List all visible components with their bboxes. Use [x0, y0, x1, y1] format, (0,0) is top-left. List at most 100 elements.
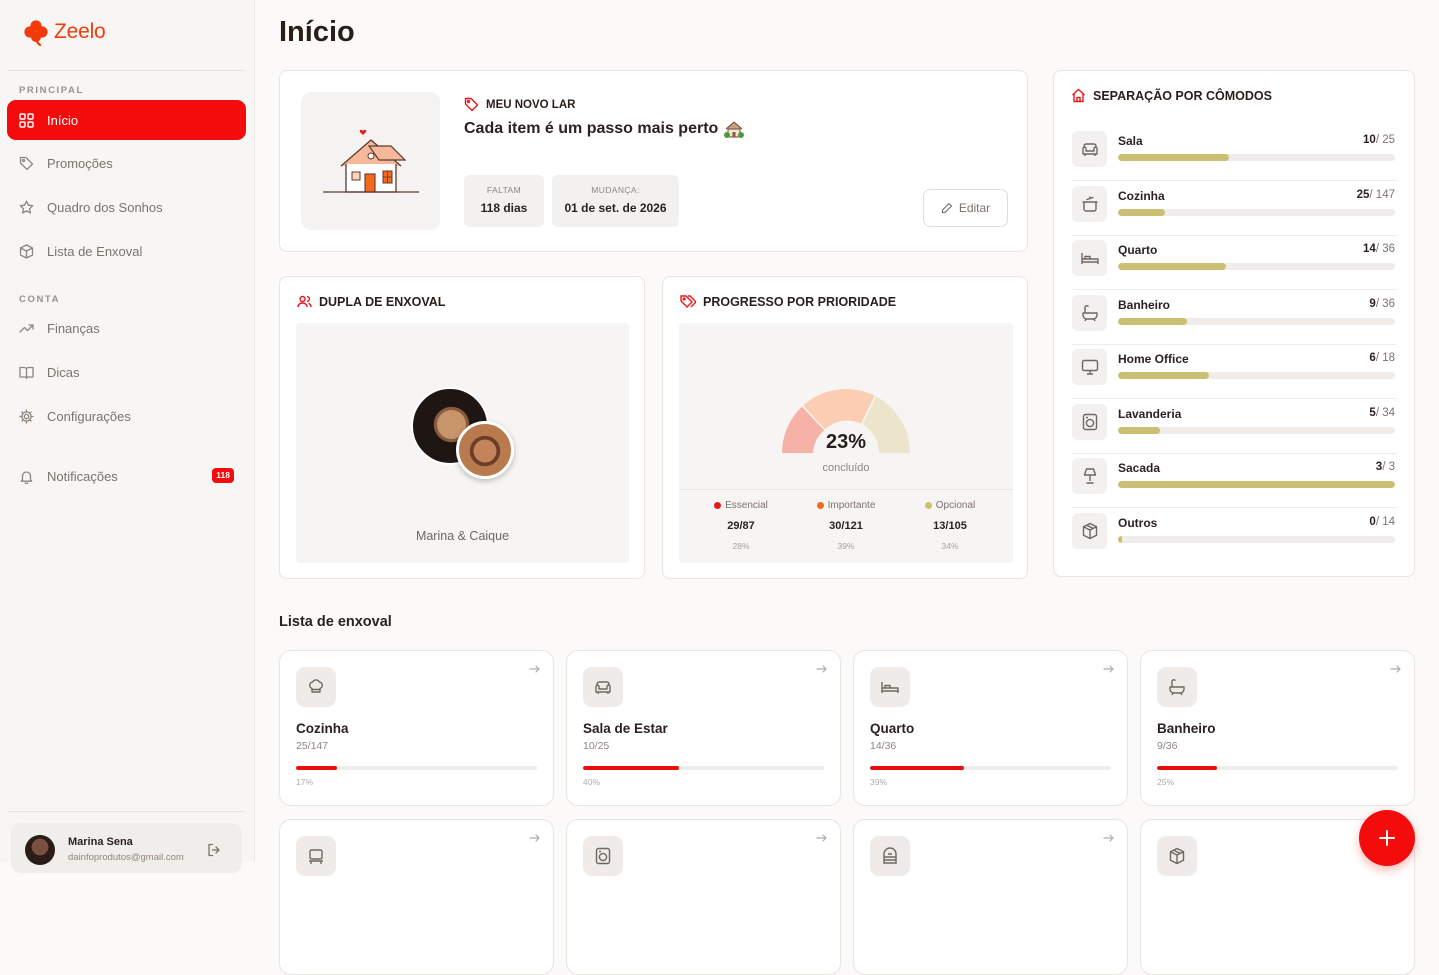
bed-icon: [870, 667, 910, 707]
card-percent: 25%: [1157, 777, 1175, 787]
enxoval-card-partial[interactable]: [279, 819, 554, 975]
room-count-total: / 25: [1375, 134, 1395, 146]
priority-count: 29/87: [727, 520, 755, 532]
avatar-caique[interactable]: [456, 421, 514, 479]
room-progress-fill: [1118, 426, 1160, 434]
sidebar-divider: [7, 70, 245, 71]
dupla-title: DUPLA DE ENXOVAL: [319, 294, 446, 309]
room-count: 6/ 18: [1369, 352, 1395, 364]
room-count-done: 5: [1369, 406, 1376, 419]
cabinet-icon: [870, 836, 910, 876]
priority-pct: 39%: [837, 541, 855, 551]
arrow-right-icon: [529, 663, 541, 675]
room-progress-fill: [1118, 208, 1166, 216]
room-progress-bar: [1118, 535, 1395, 543]
sidebar-item-financas[interactable]: Finanças: [7, 308, 246, 348]
room-progress-bar: [1118, 481, 1395, 488]
priority-essencial: Essencial 29/87 28%: [686, 500, 796, 551]
washer-icon: [583, 836, 623, 876]
gear-icon: [19, 408, 34, 424]
priority-count: 30/121: [829, 520, 863, 532]
priority-name: Importante: [827, 500, 876, 511]
sidebar-item-label: Promoções: [47, 155, 113, 171]
user-name: Marina Sena: [68, 836, 133, 848]
room-count: 0/ 14: [1369, 516, 1395, 528]
edit-button[interactable]: Editar: [923, 189, 1008, 227]
arrow-right-icon: [816, 832, 828, 844]
bathtub-icon: [1072, 294, 1107, 331]
sidebar-item-label: Lista de Enxoval: [47, 243, 143, 259]
card-percent: 39%: [870, 777, 888, 787]
user-profile[interactable]: Marina Sena dainfoprodutos@gmail.com: [11, 823, 242, 873]
sidebar-item-inicio[interactable]: Início: [7, 100, 246, 140]
room-row[interactable]: Cozinha 25/ 147: [1072, 181, 1397, 236]
grid-icon: [19, 112, 34, 128]
card-progress-fill: [296, 766, 337, 770]
comodos-title: SEPARAÇÃO POR CÔMODOS: [1093, 88, 1272, 103]
enxoval-card[interactable]: Cozinha 25/147 17%: [279, 650, 554, 806]
home-icon: [1071, 88, 1086, 103]
card-name: Sala de Estar: [583, 721, 668, 736]
days-left-value: 118 dias: [480, 201, 528, 215]
section-label-principal: PRINCIPAL: [19, 85, 84, 96]
sidebar-item-promocoes[interactable]: Promoções: [7, 143, 246, 183]
enxoval-card-partial[interactable]: [853, 819, 1128, 975]
room-count-done: 14: [1363, 243, 1376, 255]
priority-name: Opcional: [935, 500, 976, 511]
room-progress-fill: [1118, 481, 1395, 488]
gauge-segment-importante: [803, 389, 875, 430]
sidebar-item-dicas[interactable]: Dicas: [7, 352, 246, 392]
progresso-card: PROGRESSO POR PRIORIDADE 23% concluído E…: [662, 276, 1028, 579]
add-item-button[interactable]: [1359, 810, 1415, 866]
edit-button-label: Editar: [958, 201, 991, 215]
enxoval-card[interactable]: Sala de Estar 10/25 40%: [566, 650, 841, 806]
card-percent: 17%: [296, 777, 314, 787]
room-progress-bar: [1118, 426, 1395, 434]
room-count-total: / 34: [1375, 406, 1395, 419]
priority-importante: Importante 30/121 39%: [791, 500, 901, 551]
enxoval-card-partial[interactable]: [566, 819, 841, 975]
card-name: Quarto: [870, 721, 915, 736]
gauge-segment-essencial: [782, 406, 825, 453]
sidebar-item-lista-de-enxoval[interactable]: Lista de Enxoval: [7, 231, 246, 271]
arrow-right-icon: [1103, 663, 1115, 675]
dot-icon: [924, 502, 932, 509]
room-row[interactable]: Banheiro 9/ 36: [1072, 290, 1397, 345]
room-row[interactable]: Quarto 14/ 36: [1072, 235, 1397, 290]
sidebar-item-quadro-dos-sonhos[interactable]: Quadro dos Sonhos: [7, 187, 246, 227]
room-row[interactable]: Home Office 6/ 18: [1072, 344, 1397, 399]
room-count-done: 25: [1356, 188, 1370, 201]
plus-icon: [1378, 829, 1396, 847]
enxoval-card[interactable]: Banheiro 9/36 25%: [1140, 650, 1415, 806]
card-progress-bar: [296, 766, 537, 770]
days-left-pill: FALTAM 118 dias: [464, 175, 544, 227]
room-progress-fill: [1118, 154, 1229, 161]
card-progress-fill: [1157, 766, 1218, 770]
tag-icon: [464, 97, 479, 112]
page-title: Início: [279, 16, 355, 48]
move-date-pill: MUDANÇA: 01 de set. de 2026: [552, 175, 679, 227]
enxoval-card[interactable]: Quarto 14/36 39%: [853, 650, 1128, 806]
room-row[interactable]: Lavanderia 5/ 34: [1072, 399, 1397, 454]
sidebar-item-label: Finanças: [47, 320, 100, 336]
sidebar-item-notificacoes[interactable]: Notificações 118: [7, 456, 246, 496]
logout-icon[interactable]: [207, 843, 221, 857]
sidebar-item-configuracoes[interactable]: Configurações: [7, 396, 246, 436]
room-count: 14/ 36: [1363, 243, 1395, 255]
progresso-header: PROGRESSO POR PRIORIDADE: [680, 294, 896, 309]
arrow-right-icon: [816, 663, 828, 675]
room-row[interactable]: Sacada 3/ 3: [1072, 453, 1397, 508]
room-progress-fill: [1118, 372, 1210, 379]
move-date-value: 01 de set. de 2026: [564, 201, 667, 215]
pencil-icon: [941, 202, 953, 214]
divider: [679, 489, 1013, 490]
room-row[interactable]: Sala 10/ 25: [1072, 126, 1397, 181]
card-count: 25/147: [296, 740, 329, 752]
arrow-right-icon: [529, 832, 541, 844]
couple-names: Marina & Caique: [415, 529, 510, 543]
room-count-total: / 147: [1369, 188, 1395, 201]
arrow-right-icon: [1390, 663, 1402, 675]
sidebar-item-label: Quadro dos Sonhos: [47, 199, 163, 215]
room-row[interactable]: Outros 0/ 14: [1072, 508, 1397, 563]
brand-logo[interactable]: Zeelo: [22, 18, 106, 46]
